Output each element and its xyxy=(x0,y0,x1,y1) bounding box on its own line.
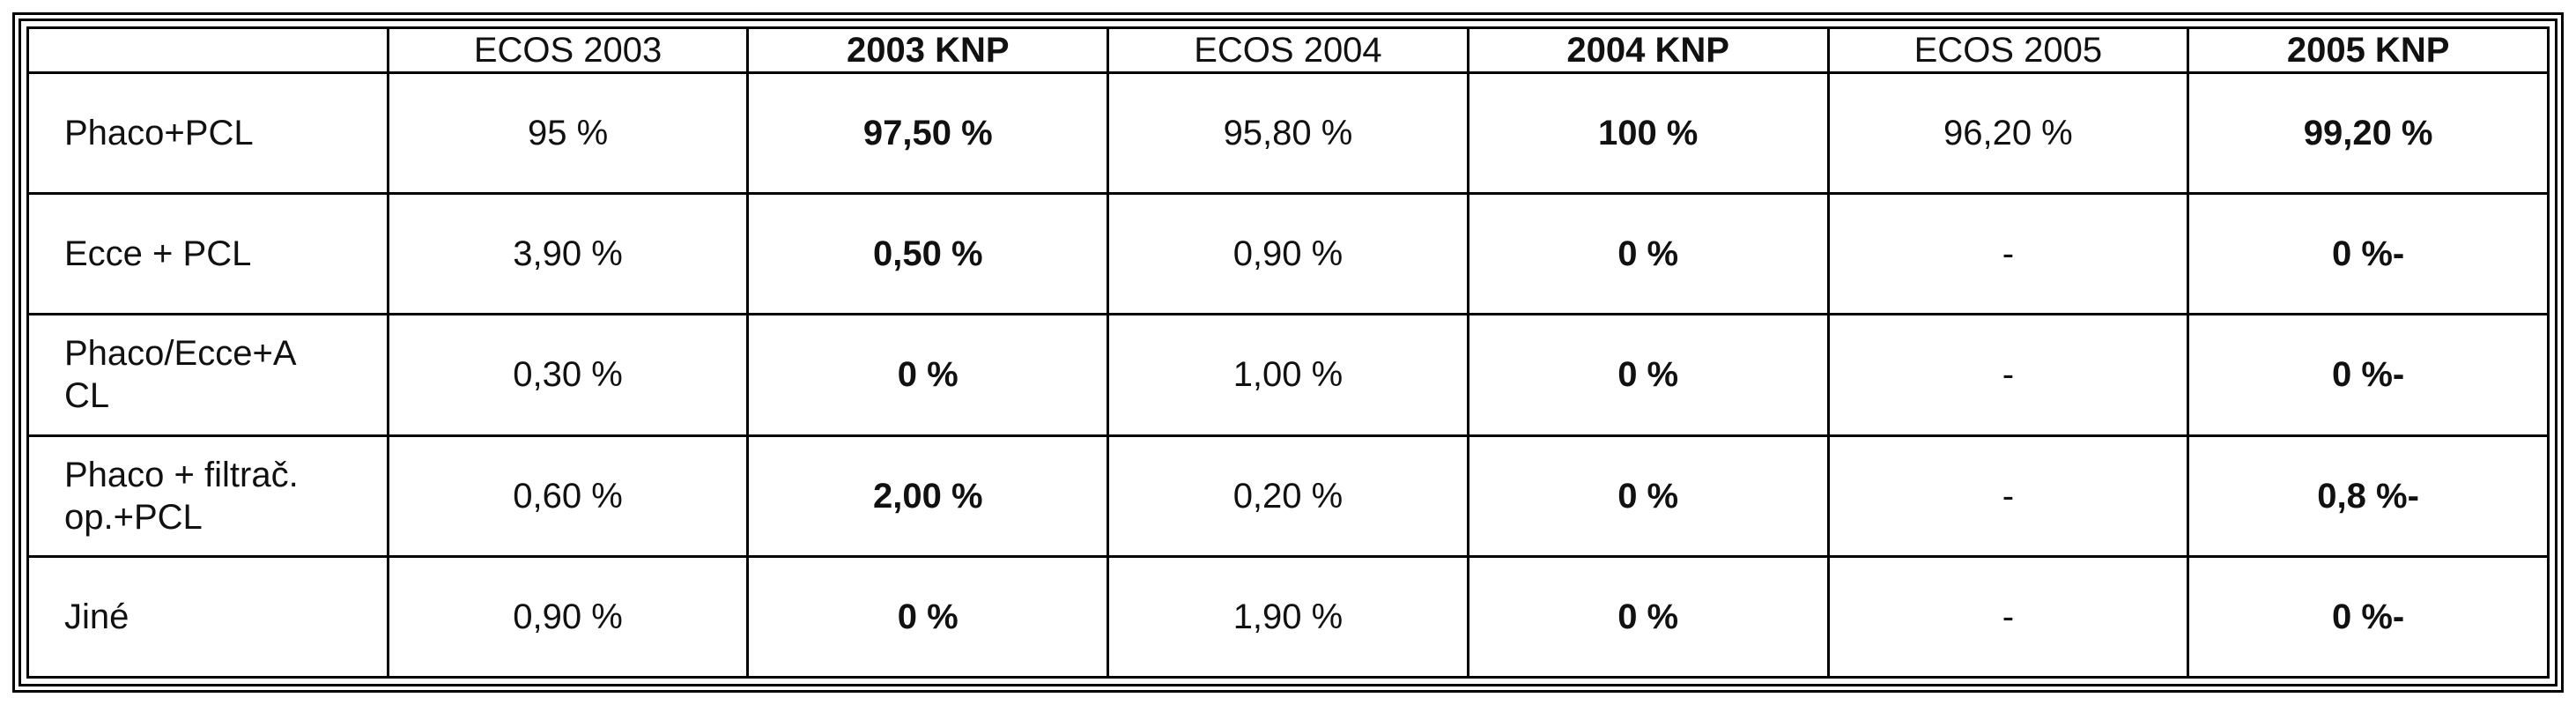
row-label: Ecce + PCL xyxy=(26,192,389,316)
table-row: Ecce + PCL 3,90 % 0,50 % 0,90 % 0 % -0 %- xyxy=(26,192,2550,316)
value-cell: 0 %- xyxy=(2187,313,2550,437)
row-label: Jiné xyxy=(26,554,389,679)
value-cell: - xyxy=(1826,434,2190,558)
value-cell: 0 %- xyxy=(2187,192,2550,316)
value-cell: 96,20 % xyxy=(1826,70,2190,196)
table-row: Phaco + filtrač. op.+PCL 0,60 % 2,00 % 0,20… xyxy=(26,434,2550,558)
value-cell: 0 %- xyxy=(2187,554,2550,679)
results-table: ECOS 2003 2003 KNP ECOS 2004 2004 KNP ECOS 2… xyxy=(26,26,2550,679)
table-row: Jiné 0,90 % 0 % 1,90 % 0 % -0 %- xyxy=(26,554,2550,679)
value-cell: - xyxy=(1826,192,2190,316)
value-cell: 0 % xyxy=(746,313,1110,437)
header-cell: ECOS 2003 xyxy=(386,26,750,74)
row-label: Phaco/Ecce+A CL xyxy=(26,313,389,437)
value-cell: 1,00 % xyxy=(1107,313,1469,437)
value-cell: - xyxy=(1826,313,2190,437)
value-cell: 100 % xyxy=(1466,70,1830,196)
header-cell: ECOS 2004 xyxy=(1107,26,1469,74)
value-cell: 0,90 % xyxy=(1107,192,1469,316)
row-label: Phaco+PCL xyxy=(26,70,389,196)
row-label: Phaco + filtrač. op.+PCL xyxy=(26,434,389,558)
table-frame: ECOS 2003 2003 KNP ECOS 2004 2004 KNP ECOS 2… xyxy=(12,12,2564,693)
table-body: Phaco+PCL 95 % 97,50 % 95,80 % 100 % 96,20 % 9… xyxy=(26,70,2550,679)
value-cell: 0,50 % xyxy=(746,192,1110,316)
table-row: Phaco/Ecce+A CL 0,30 % 0 % 1,00 % 0 % -0 %- xyxy=(26,313,2550,437)
value-cell: 0,60 % xyxy=(386,434,750,558)
value-cell: 0 % xyxy=(1466,554,1830,679)
value-cell: 3,90 % xyxy=(386,192,750,316)
header-cell: 2004 KNP xyxy=(1466,26,1830,74)
value-cell: 1,90 % xyxy=(1107,554,1469,679)
header-cell: ECOS 2005 xyxy=(1826,26,2190,74)
value-cell: 95 % xyxy=(386,70,750,196)
value-cell: 95,80 % xyxy=(1107,70,1469,196)
value-cell: 99,20 % xyxy=(2187,70,2550,196)
table-row: Phaco+PCL 95 % 97,50 % 95,80 % 100 % 96,20 % 9… xyxy=(26,70,2550,196)
value-cell: - xyxy=(1826,554,2190,679)
value-cell: 0 % xyxy=(746,554,1110,679)
header-cell: 2003 KNP xyxy=(746,26,1110,74)
value-cell: 0,30 % xyxy=(386,313,750,437)
value-cell: 2,00 % xyxy=(746,434,1110,558)
header-row: ECOS 2003 2003 KNP ECOS 2004 2004 KNP ECOS 2… xyxy=(26,26,2550,74)
value-cell: 0,90 % xyxy=(386,554,750,679)
table-head: ECOS 2003 2003 KNP ECOS 2004 2004 KNP ECOS 2… xyxy=(26,26,2550,74)
value-cell: 0,8 %- xyxy=(2187,434,2550,558)
value-cell: 0 % xyxy=(1466,192,1830,316)
corner-cell xyxy=(26,26,389,74)
value-cell: 0,20 % xyxy=(1107,434,1469,558)
value-cell: 0 % xyxy=(1466,313,1830,437)
value-cell: 0 % xyxy=(1466,434,1830,558)
value-cell: 97,50 % xyxy=(746,70,1110,196)
header-cell: 2005 KNP xyxy=(2187,26,2550,74)
